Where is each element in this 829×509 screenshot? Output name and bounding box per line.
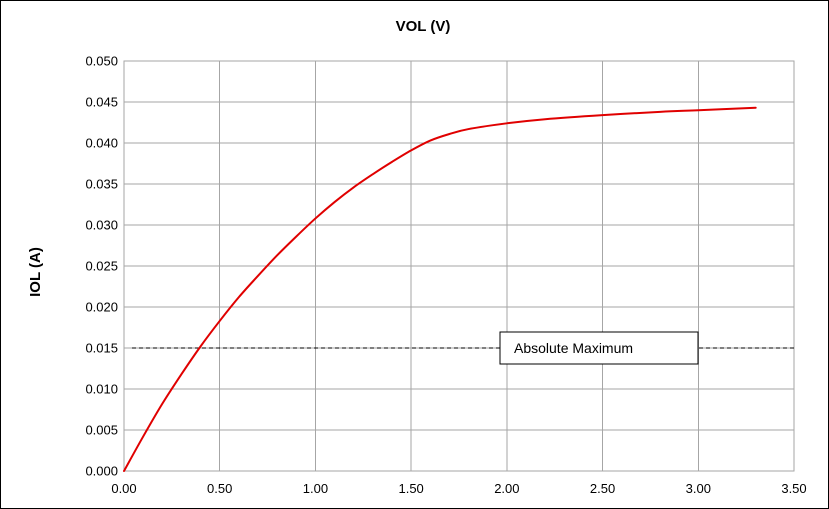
- x-tick-label: 1.00: [303, 481, 328, 496]
- grid: [123, 60, 795, 472]
- chart-title: VOL (V): [396, 18, 451, 35]
- y-tick-label: 0.020: [85, 300, 118, 315]
- series-group: [123, 106, 757, 472]
- x-tick-label: 3.00: [686, 481, 711, 496]
- y-axis-label: IOL (A): [27, 247, 44, 297]
- y-tick-label: 0.005: [85, 423, 118, 438]
- y-tick-label: 0.040: [85, 136, 118, 151]
- annotation-box: [499, 331, 699, 365]
- absolute-maximum-annotation: Absolute Maximum: [499, 331, 699, 365]
- x-tick-label: 2.50: [590, 481, 615, 496]
- y-tick-label: 0.025: [85, 259, 118, 274]
- y-tick-label: 0.030: [85, 218, 118, 233]
- x-tick-label: 0.00: [111, 481, 136, 496]
- y-tick-label: 0.045: [85, 95, 118, 110]
- series-line: [123, 106, 757, 472]
- y-tick-label: 0.010: [85, 382, 118, 397]
- tick-labels: 0.000 0.005 0.010 0.015 0.020 0.025 0.030 0.035…: [85, 54, 806, 497]
- plot-area-border: [123, 60, 795, 472]
- x-tick-label: 1.50: [398, 481, 423, 496]
- y-tick-label: 0.035: [85, 177, 118, 192]
- y-tick-label: 0.015: [85, 341, 118, 356]
- x-tick-label: 2.00: [494, 481, 519, 496]
- y-tick-label: 0.050: [85, 54, 118, 69]
- annotation-label: Absolute Maximum: [514, 340, 633, 356]
- x-tick-label: 3.50: [781, 481, 806, 496]
- y-tick-label: 0.000: [85, 464, 118, 479]
- x-tick-label: 0.50: [207, 481, 232, 496]
